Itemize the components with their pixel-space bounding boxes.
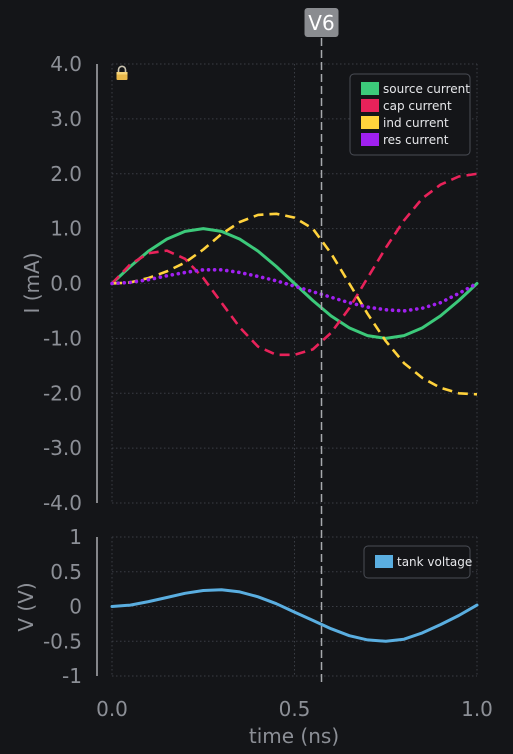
y-tick-label: 2.0 (50, 162, 82, 186)
legend-swatch (361, 99, 379, 112)
voltage-series (110, 588, 479, 643)
y-tick-label: -1 (62, 664, 82, 688)
legend-entry: tank voltage (397, 555, 472, 569)
series-line-res-current (110, 268, 479, 313)
current-legend: source current cap current ind current res … (349, 73, 471, 156)
y-tick-label: -2.0 (43, 381, 82, 405)
legend-box (363, 545, 471, 579)
y-tick-label: -0.5 (43, 629, 82, 653)
x-tick-label: 1.0 (461, 697, 493, 721)
y-tick-label: -4.0 (43, 491, 82, 515)
time-cursor[interactable]: V6 (304, 8, 339, 684)
current-y-axis-label: I (mA) (20, 252, 44, 313)
current-series (110, 172, 479, 396)
voltage-y-axis-label: V (V) (14, 582, 38, 631)
legend-entry: cap current (383, 99, 452, 113)
voltage-legend: tank voltage (363, 545, 472, 579)
lock-icon[interactable] (116, 65, 128, 80)
y-tick-label: 0 (69, 595, 82, 619)
legend-swatch (361, 116, 379, 129)
y-tick-label: -1.0 (43, 326, 82, 350)
x-tick-label: 0.5 (279, 697, 311, 721)
y-tick-label: 4.0 (50, 52, 82, 76)
series-line-ind-current (111, 212, 478, 396)
series-line-tank-voltage (110, 588, 479, 643)
legend-entry: res current (383, 133, 449, 147)
x-axis-label: time (ns) (249, 724, 339, 748)
cursor-label: V6 (308, 11, 334, 35)
cursor-label-box (304, 8, 339, 37)
series-line-cap-current (111, 172, 478, 357)
legend-entry: ind current (383, 116, 449, 130)
legend-entry: source current (383, 82, 470, 96)
voltage-y-ticks: 1 0.5 0 -0.5 -1 (43, 525, 82, 688)
y-tick-label: 0.5 (50, 560, 82, 584)
legend-swatch (361, 133, 379, 146)
y-tick-label: 3.0 (50, 107, 82, 131)
x-tick-label: 0.0 (96, 697, 128, 721)
x-ticks: 0.0 0.5 1.0 (96, 697, 493, 721)
legend-box (349, 73, 471, 156)
y-tick-label: 1.0 (50, 217, 82, 241)
series-line-source-current (110, 227, 479, 340)
current-y-ticks: 4.0 3.0 2.0 1.0 0.0 -1.0 -2.0 -3.0 -4.0 (43, 52, 82, 515)
y-tick-label: 0.0 (50, 272, 82, 296)
y-tick-label: -3.0 (43, 436, 82, 460)
legend-swatch (361, 82, 379, 95)
legend-swatch (375, 555, 393, 568)
y-tick-label: 1 (69, 525, 82, 549)
